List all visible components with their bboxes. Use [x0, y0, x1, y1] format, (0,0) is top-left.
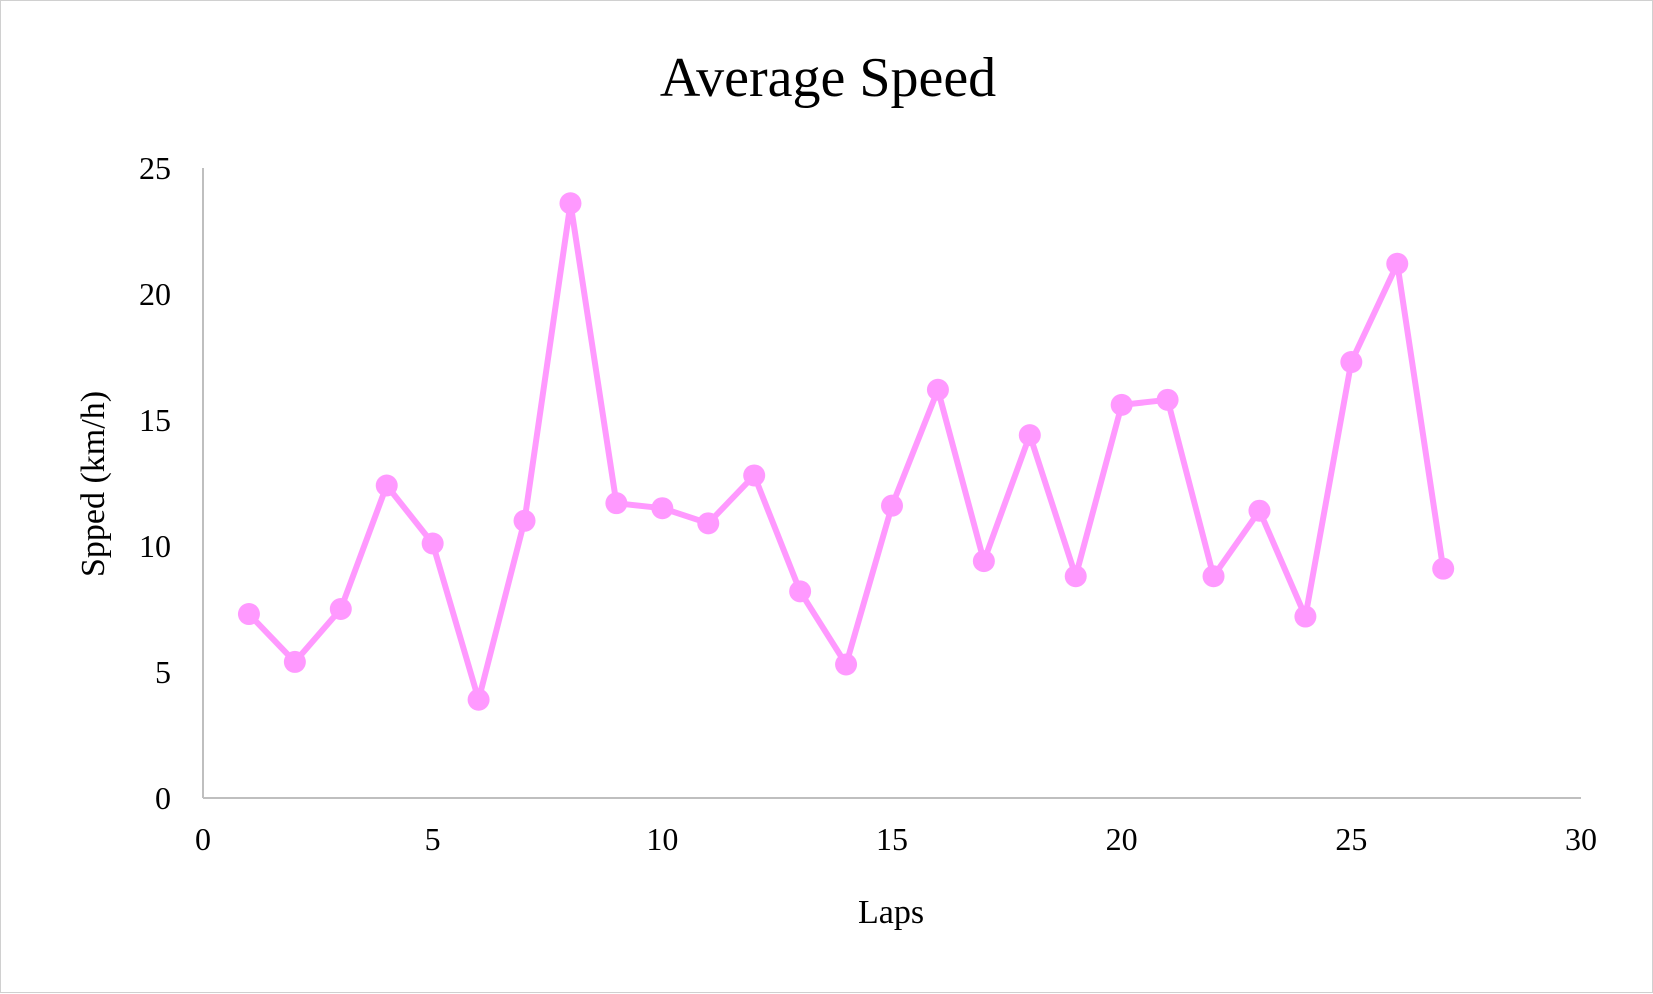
data-point	[1156, 388, 1179, 411]
data-point	[1432, 557, 1455, 580]
x-tick-label: 15	[876, 821, 908, 857]
y-tick-label: 20	[139, 276, 171, 312]
data-point	[926, 378, 949, 401]
series-line	[246, 200, 1447, 703]
y-axis-title: Spped (km/h)	[75, 391, 112, 577]
data-point	[1064, 565, 1087, 588]
data-point	[697, 512, 720, 535]
data-point	[743, 464, 766, 487]
data-point	[375, 474, 398, 497]
y-tick-label: 15	[139, 402, 171, 438]
series-speed	[237, 192, 1455, 711]
data-point	[513, 509, 536, 532]
y-tick-labels: 0 5 10 15 20 25	[139, 150, 171, 816]
data-point	[329, 598, 352, 620]
data-point	[651, 497, 674, 520]
data-point	[605, 492, 628, 515]
data-point	[1294, 605, 1317, 628]
x-tick-label: 0	[195, 821, 211, 857]
data-point	[789, 580, 812, 603]
x-tick-labels: 0 5 10 15 20 25 30	[195, 821, 1597, 857]
data-point	[835, 653, 858, 676]
x-tick-label: 20	[1106, 821, 1138, 857]
x-axis-title: Laps	[858, 894, 924, 931]
y-tick-label: 0	[155, 780, 171, 816]
y-tick-label: 10	[139, 528, 171, 564]
data-point	[1340, 351, 1363, 374]
data-point	[972, 550, 995, 573]
data-point	[467, 688, 490, 711]
x-tick-label: 10	[646, 821, 678, 857]
data-point	[421, 532, 444, 555]
data-point	[1386, 252, 1409, 275]
x-tick-label: 25	[1335, 821, 1367, 857]
y-tick-label: 5	[155, 654, 171, 690]
y-tick-label: 25	[139, 150, 171, 186]
x-tick-label: 30	[1565, 821, 1597, 857]
data-point	[1202, 565, 1225, 588]
data-point	[1018, 424, 1041, 447]
data-point	[1110, 393, 1133, 416]
x-tick-label: 5	[425, 821, 441, 857]
data-point	[559, 192, 582, 215]
data-point	[1248, 499, 1271, 522]
data-point	[881, 494, 903, 517]
data-point	[237, 603, 260, 626]
chart-title: Average Speed	[660, 47, 996, 109]
data-point	[283, 650, 306, 673]
